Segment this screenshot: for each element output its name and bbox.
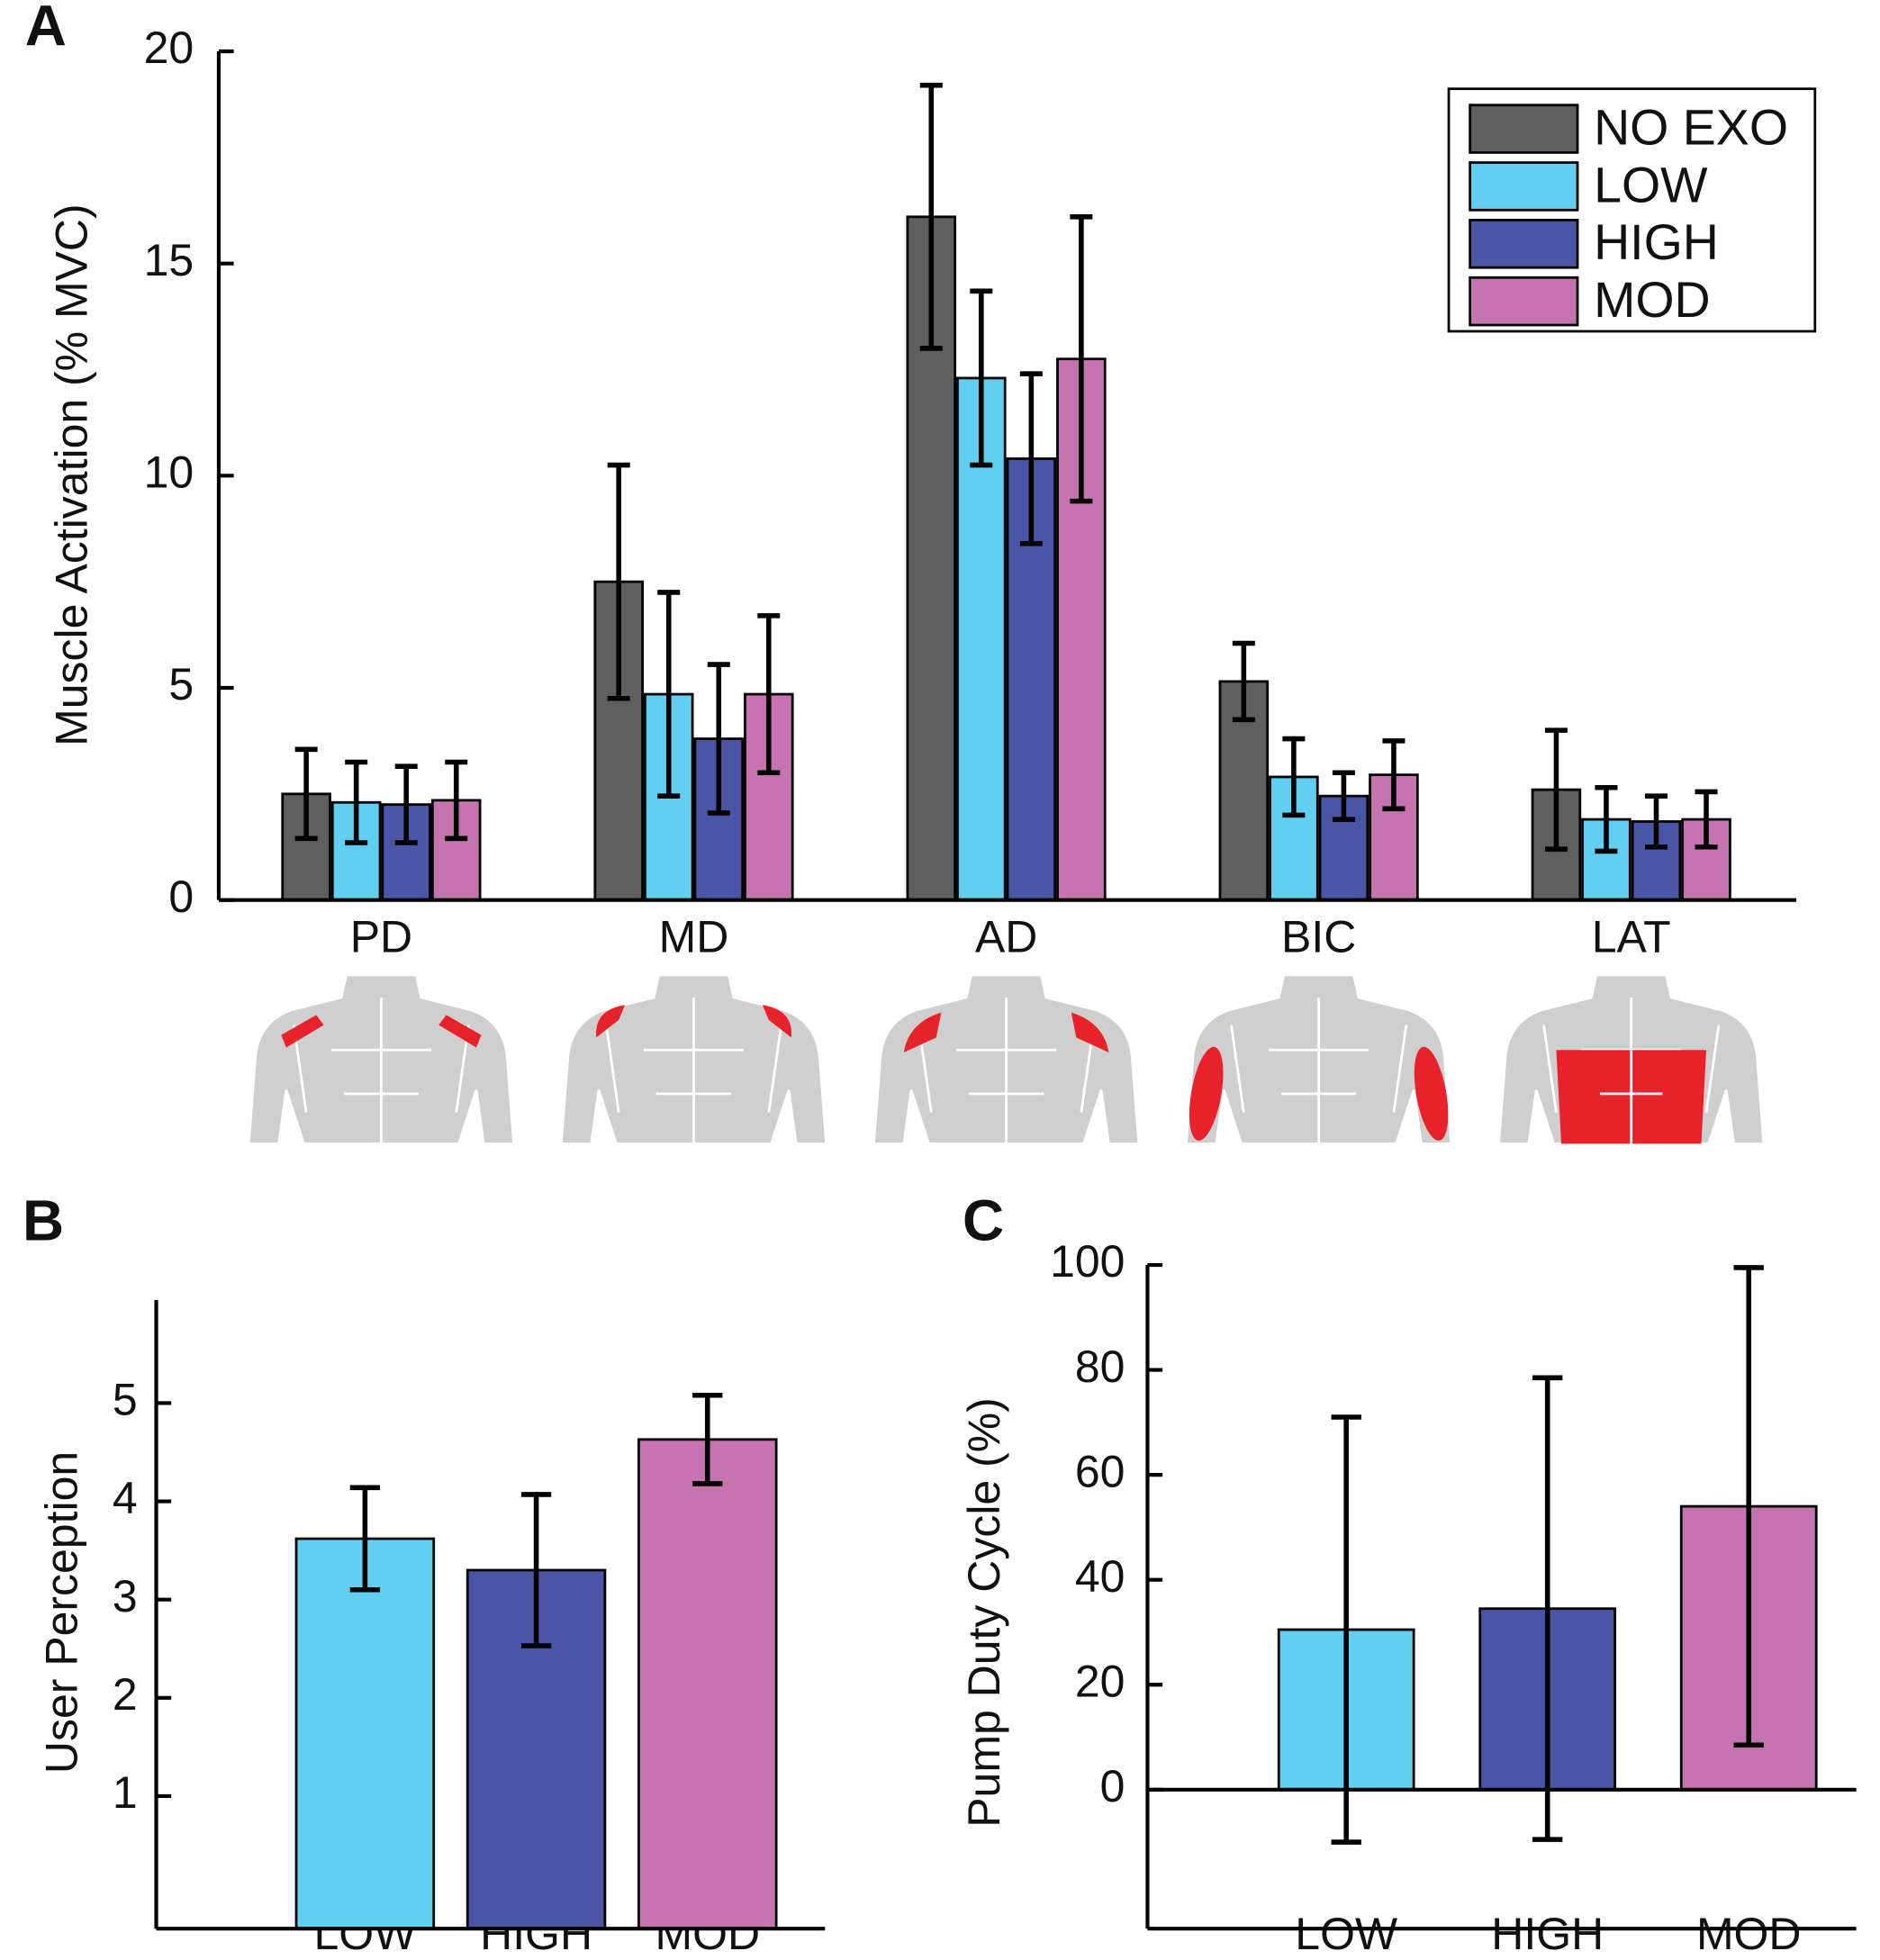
error-bar <box>1645 793 1668 850</box>
y-axis-label: Pump Duty Cycle (%) <box>959 1397 1009 1828</box>
y-axis-label: Muscle Activation (% MVC) <box>47 203 97 746</box>
error-bar <box>1019 371 1043 546</box>
x-tick-label: BIC <box>1281 911 1356 962</box>
legend-label: LOW <box>1594 157 1708 212</box>
y-tick-label: 0 <box>1100 1761 1125 1811</box>
y-tick-label: 100 <box>1050 1236 1125 1287</box>
y-tick-label: 15 <box>144 235 194 285</box>
x-tick-label: AD <box>975 911 1037 962</box>
y-axis-label: User Perception <box>36 1451 86 1774</box>
error-bar <box>394 763 418 845</box>
error-bar <box>349 1485 381 1593</box>
error-bar <box>707 662 730 816</box>
illustration-lat <box>1497 973 1766 1145</box>
x-tick-label: MD <box>659 911 729 962</box>
bar <box>637 1438 778 1930</box>
y-tick-label: 2 <box>113 1669 138 1720</box>
error-bar <box>1070 214 1093 504</box>
x-tick-label: MOD <box>1696 1909 1802 1959</box>
legend-swatch <box>1469 104 1579 154</box>
y-tick-label: 20 <box>1075 1656 1125 1706</box>
error-bar <box>345 759 368 845</box>
panel-label: C <box>963 1188 1004 1252</box>
legend-label: NO EXO <box>1594 100 1788 156</box>
error-bar <box>1595 784 1618 854</box>
bar <box>294 1537 436 1930</box>
panel-label: B <box>23 1188 64 1252</box>
error-bar <box>970 288 993 468</box>
x-tick-label: LOW <box>1295 1909 1397 1959</box>
y-tick-label: 1 <box>113 1767 138 1818</box>
y-tick-label: 4 <box>113 1473 138 1523</box>
x-tick-label: LAT <box>1592 911 1671 962</box>
y-tick-label: 10 <box>144 447 194 498</box>
illustration-bic <box>1185 973 1453 1145</box>
y-tick-label: 40 <box>1075 1551 1125 1602</box>
error-bar <box>445 759 468 842</box>
error-bar <box>657 590 681 799</box>
error-bar <box>1331 1414 1361 1845</box>
error-bar <box>1332 770 1355 822</box>
legend-swatch <box>1469 219 1579 269</box>
legend-label: MOD <box>1594 272 1711 328</box>
bar <box>430 799 482 902</box>
error-bar <box>1544 727 1568 852</box>
y-tick-label: 0 <box>168 872 194 922</box>
legend-swatch <box>1469 275 1579 327</box>
error-bar <box>294 746 318 842</box>
y-tick-label: 20 <box>144 23 194 73</box>
error-bar <box>919 82 943 351</box>
y-tick-label: 5 <box>113 1375 138 1425</box>
y-tick-label: 80 <box>1075 1341 1125 1392</box>
y-tick-label: 60 <box>1075 1446 1125 1496</box>
x-tick-label: HIGH <box>1491 1909 1604 1959</box>
muscle-illustrations <box>247 973 1766 1145</box>
error-bar <box>1733 1265 1764 1748</box>
error-bar <box>692 1392 723 1486</box>
legend-label: HIGH <box>1594 214 1719 270</box>
error-bar <box>1695 789 1718 850</box>
y-tick-label: 5 <box>168 659 194 709</box>
legend-swatch <box>1469 161 1579 212</box>
x-tick-label: PD <box>350 911 412 962</box>
illustration-pd <box>247 973 515 1145</box>
y-tick-label: 3 <box>113 1571 138 1621</box>
illustration-ad <box>872 973 1141 1145</box>
error-bar <box>1382 738 1405 812</box>
error-bar <box>757 613 781 776</box>
error-bar <box>520 1492 552 1648</box>
error-bar <box>1232 640 1255 723</box>
error-bar <box>1282 736 1306 818</box>
error-bar <box>607 462 630 701</box>
panel-label: A <box>25 0 67 58</box>
error-bar <box>1532 1375 1563 1842</box>
illustration-md <box>559 973 828 1145</box>
